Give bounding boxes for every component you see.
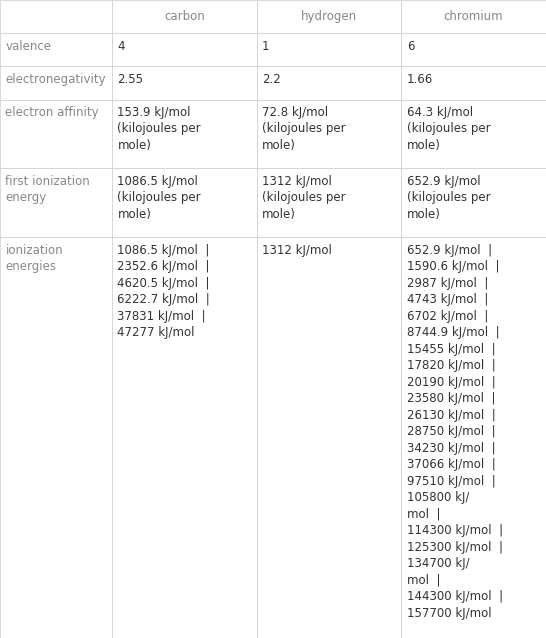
Bar (257, 66, 401, 100)
Bar (112, 168, 257, 237)
Bar (0, 66, 112, 100)
Bar (401, 237, 546, 638)
Bar (257, 33, 401, 66)
Text: 1086.5 kJ/mol  |
2352.6 kJ/mol  |
4620.5 kJ/mol  |
6222.7 kJ/mol  |
37831 kJ/mol: 1086.5 kJ/mol | 2352.6 kJ/mol | 4620.5 k… (117, 244, 210, 339)
Bar (0, 33, 112, 66)
Bar (401, 33, 546, 66)
Bar (0, 237, 112, 638)
Text: 652.9 kJ/mol  |
1590.6 kJ/mol  |
2987 kJ/mol  |
4743 kJ/mol  |
6702 kJ/mol  |
87: 652.9 kJ/mol | 1590.6 kJ/mol | 2987 kJ/m… (407, 244, 503, 619)
Text: 153.9 kJ/mol
(kilojoules per
mole): 153.9 kJ/mol (kilojoules per mole) (117, 106, 201, 152)
Bar (257, 237, 401, 638)
Bar (401, 0, 546, 33)
Bar (401, 100, 546, 168)
Bar (112, 0, 257, 33)
Text: chromium: chromium (444, 10, 503, 23)
Bar (112, 100, 257, 168)
Bar (0, 0, 112, 33)
Text: 4: 4 (117, 40, 125, 52)
Bar (401, 168, 546, 237)
Text: 1.66: 1.66 (407, 73, 433, 85)
Text: first ionization
energy: first ionization energy (5, 175, 90, 204)
Text: 1312 kJ/mol
(kilojoules per
mole): 1312 kJ/mol (kilojoules per mole) (262, 175, 346, 221)
Text: valence: valence (5, 40, 51, 52)
Text: carbon: carbon (164, 10, 205, 23)
Text: 1312 kJ/mol: 1312 kJ/mol (262, 244, 332, 256)
Text: electronegativity: electronegativity (5, 73, 106, 85)
Text: hydrogen: hydrogen (301, 10, 357, 23)
Bar (401, 66, 546, 100)
Bar (112, 33, 257, 66)
Text: 1: 1 (262, 40, 270, 52)
Text: 64.3 kJ/mol
(kilojoules per
mole): 64.3 kJ/mol (kilojoules per mole) (407, 106, 490, 152)
Bar (257, 168, 401, 237)
Bar (257, 0, 401, 33)
Bar (112, 237, 257, 638)
Text: 2.55: 2.55 (117, 73, 144, 85)
Text: 6: 6 (407, 40, 414, 52)
Bar (257, 100, 401, 168)
Text: 652.9 kJ/mol
(kilojoules per
mole): 652.9 kJ/mol (kilojoules per mole) (407, 175, 490, 221)
Text: 2.2: 2.2 (262, 73, 281, 85)
Text: ionization
energies: ionization energies (5, 244, 63, 273)
Bar (0, 168, 112, 237)
Text: 1086.5 kJ/mol
(kilojoules per
mole): 1086.5 kJ/mol (kilojoules per mole) (117, 175, 201, 221)
Text: electron affinity: electron affinity (5, 106, 99, 119)
Bar (0, 100, 112, 168)
Bar (112, 66, 257, 100)
Text: 72.8 kJ/mol
(kilojoules per
mole): 72.8 kJ/mol (kilojoules per mole) (262, 106, 346, 152)
